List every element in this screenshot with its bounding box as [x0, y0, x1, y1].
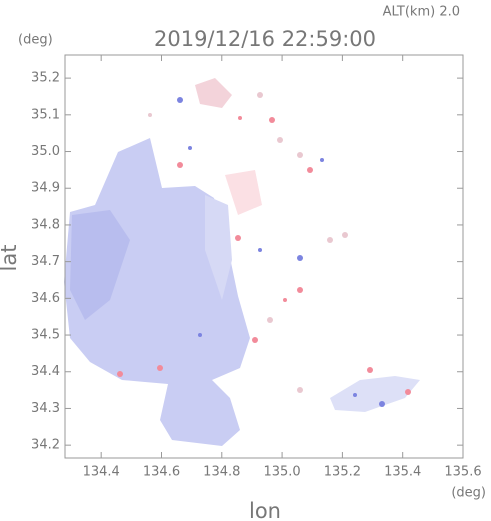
- y-axis-label: lat: [0, 245, 21, 272]
- x-tick-label: 135.6: [444, 465, 481, 480]
- plot-frame: [64, 54, 464, 459]
- radar-echo: [64, 78, 420, 446]
- subtitle: ALT(km) 2.0: [383, 5, 460, 20]
- chart-title: 2019/12/16 22:59:00: [154, 27, 376, 51]
- y-tick-label: 34.8: [31, 217, 60, 232]
- y-tick-label: 34.4: [31, 364, 60, 379]
- x-tick-label: 134.6: [143, 465, 180, 480]
- y-tick-label: 34.9: [31, 181, 60, 196]
- y-unit: (deg): [18, 33, 53, 48]
- y-tick-label: 34.6: [31, 291, 60, 306]
- y-tick-label: 35.0: [31, 144, 60, 159]
- x-unit: (deg): [451, 486, 486, 501]
- y-tick-label: 34.2: [31, 438, 60, 453]
- y-tick-label: 34.5: [31, 328, 60, 343]
- x-tick-label: 134.8: [203, 465, 240, 480]
- x-axis-label: lon: [249, 499, 281, 521]
- y-tick-label: 35.1: [31, 107, 60, 122]
- x-tick-label: 135.2: [324, 465, 361, 480]
- y-tick-label: 34.7: [31, 254, 60, 269]
- x-tick-label: 135.4: [384, 465, 421, 480]
- y-tick-label: 34.3: [31, 401, 60, 416]
- x-tick-label: 134.4: [83, 465, 120, 480]
- y-tick-label: 35.2: [31, 71, 60, 86]
- x-tick-label: 135.0: [263, 465, 300, 480]
